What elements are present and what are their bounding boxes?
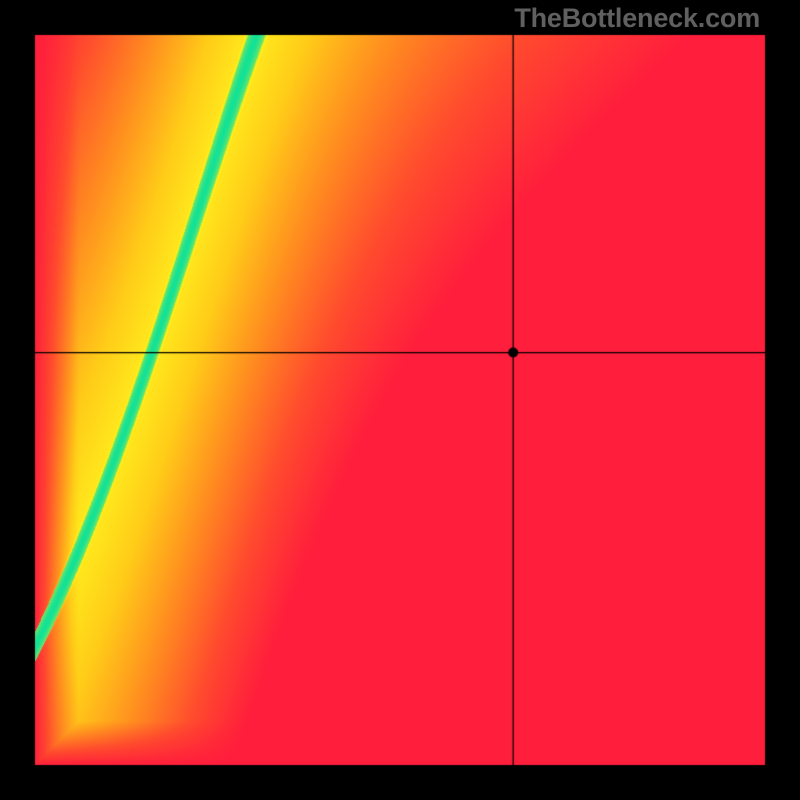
watermark-text: TheBottleneck.com <box>514 3 760 34</box>
bottleneck-heatmap <box>0 0 800 800</box>
